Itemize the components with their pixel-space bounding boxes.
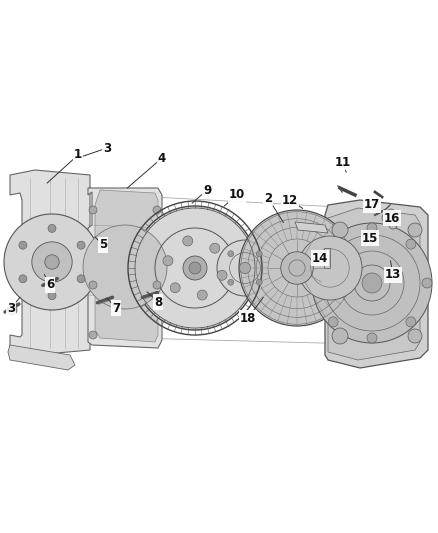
Circle shape xyxy=(77,275,85,283)
Circle shape xyxy=(256,279,262,285)
Text: 16: 16 xyxy=(384,212,400,224)
Circle shape xyxy=(332,222,348,238)
Text: 3: 3 xyxy=(103,141,111,155)
Text: 12: 12 xyxy=(282,193,298,206)
Text: 1: 1 xyxy=(74,149,82,161)
Polygon shape xyxy=(328,208,420,360)
Circle shape xyxy=(256,251,262,257)
Text: 6: 6 xyxy=(46,279,54,292)
Text: 15: 15 xyxy=(362,231,378,245)
Polygon shape xyxy=(88,188,162,348)
Circle shape xyxy=(32,242,72,282)
Circle shape xyxy=(183,236,193,246)
Circle shape xyxy=(89,281,97,289)
Circle shape xyxy=(389,221,397,229)
Circle shape xyxy=(367,223,377,233)
Circle shape xyxy=(382,213,392,223)
Circle shape xyxy=(281,252,313,284)
Text: 5: 5 xyxy=(99,238,107,252)
Text: 10: 10 xyxy=(229,189,245,201)
Circle shape xyxy=(48,292,56,300)
Circle shape xyxy=(153,281,161,289)
Text: 11: 11 xyxy=(335,156,351,168)
Circle shape xyxy=(387,209,395,217)
Circle shape xyxy=(89,331,97,339)
Circle shape xyxy=(183,256,207,280)
Text: 13: 13 xyxy=(385,269,401,281)
Circle shape xyxy=(189,262,201,274)
Circle shape xyxy=(328,239,338,249)
Circle shape xyxy=(48,224,56,232)
Circle shape xyxy=(406,317,416,327)
Text: 18: 18 xyxy=(240,311,256,325)
Circle shape xyxy=(228,251,234,257)
Polygon shape xyxy=(325,200,428,368)
Circle shape xyxy=(197,290,207,300)
Circle shape xyxy=(362,273,382,293)
Polygon shape xyxy=(10,170,90,355)
Circle shape xyxy=(406,239,416,249)
Text: 4: 4 xyxy=(158,151,166,165)
Text: 9: 9 xyxy=(203,183,211,197)
Polygon shape xyxy=(295,222,328,233)
Circle shape xyxy=(89,206,97,214)
Text: 2: 2 xyxy=(264,191,272,205)
Polygon shape xyxy=(95,190,158,342)
Circle shape xyxy=(240,262,251,273)
Text: 14: 14 xyxy=(312,252,328,264)
Circle shape xyxy=(153,206,161,214)
Text: 17: 17 xyxy=(364,198,380,212)
Text: 7: 7 xyxy=(112,302,120,314)
Circle shape xyxy=(170,283,180,293)
Circle shape xyxy=(367,333,377,343)
Circle shape xyxy=(332,328,348,344)
Circle shape xyxy=(45,255,59,269)
Circle shape xyxy=(328,317,338,327)
Circle shape xyxy=(83,225,167,309)
Circle shape xyxy=(19,241,27,249)
Circle shape xyxy=(133,206,257,330)
Circle shape xyxy=(7,305,17,315)
Circle shape xyxy=(422,278,432,288)
Circle shape xyxy=(408,329,422,343)
Circle shape xyxy=(210,243,220,253)
Circle shape xyxy=(217,240,273,296)
Circle shape xyxy=(298,236,362,300)
Circle shape xyxy=(77,241,85,249)
Circle shape xyxy=(163,256,173,266)
Text: 3: 3 xyxy=(7,302,15,314)
Circle shape xyxy=(4,214,100,310)
Circle shape xyxy=(312,223,432,343)
Circle shape xyxy=(217,270,227,280)
Circle shape xyxy=(228,279,234,285)
Circle shape xyxy=(19,275,27,283)
Polygon shape xyxy=(8,345,75,370)
Circle shape xyxy=(239,210,355,326)
Circle shape xyxy=(408,223,422,237)
Polygon shape xyxy=(324,248,330,268)
Text: 8: 8 xyxy=(154,295,162,309)
